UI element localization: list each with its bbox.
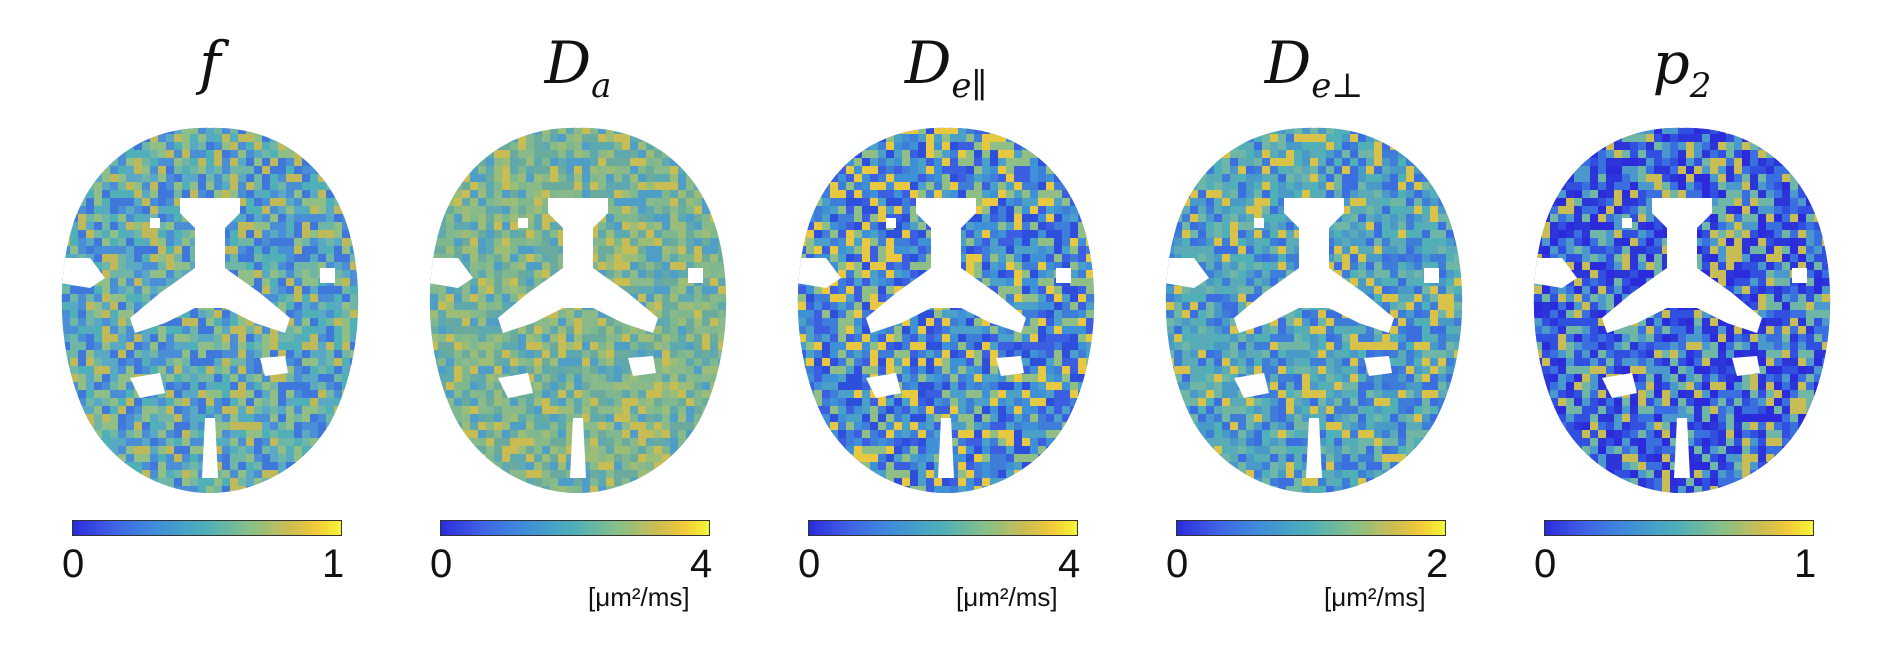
panel-da: Da 0 4 [μm²/ms] (398, 0, 758, 647)
colorbar (808, 520, 1078, 536)
colorbar-min-label: 0 (798, 542, 821, 586)
brain-map-image (1165, 127, 1463, 493)
panel-title: Da (544, 29, 612, 106)
colorbar (1176, 520, 1446, 536)
colorbar-max-label: 4 (1058, 542, 1081, 586)
brain-map-image (429, 127, 727, 493)
brain-map-image (797, 127, 1095, 493)
colorbar-max-label: 2 (1426, 542, 1449, 586)
colorbar-min-label: 0 (1534, 542, 1557, 586)
colorbar-min-label: 0 (1166, 542, 1189, 586)
unit-label: [μm²/ms] (588, 582, 690, 612)
panel-de-perp: De⊥ 0 2 [μm²/ms] (1134, 0, 1494, 647)
unit-label: [μm²/ms] (956, 582, 1058, 612)
brain-map-image (1533, 127, 1831, 493)
panel-f: f 0 1 (30, 0, 390, 647)
colorbar-max-label: 1 (1794, 542, 1817, 586)
panel-title: f (199, 29, 221, 97)
colorbar-min-label: 0 (62, 542, 85, 586)
panel-de-parallel: De∥ 0 4 [μm²/ms] (766, 0, 1126, 647)
panel-title: De⊥ (1264, 29, 1364, 106)
colorbar-max-label: 4 (690, 542, 713, 586)
brain-map-image (61, 127, 359, 493)
colorbar (72, 520, 342, 536)
colorbar-min-label: 0 (430, 542, 453, 586)
colorbar (440, 520, 710, 536)
panel-title: p2 (1652, 29, 1712, 106)
unit-label: [μm²/ms] (1324, 582, 1426, 612)
colorbar (1544, 520, 1814, 536)
panel-p2: p2 0 1 (1502, 0, 1862, 647)
panel-title: De∥ (904, 29, 988, 106)
colorbar-max-label: 1 (322, 542, 345, 586)
